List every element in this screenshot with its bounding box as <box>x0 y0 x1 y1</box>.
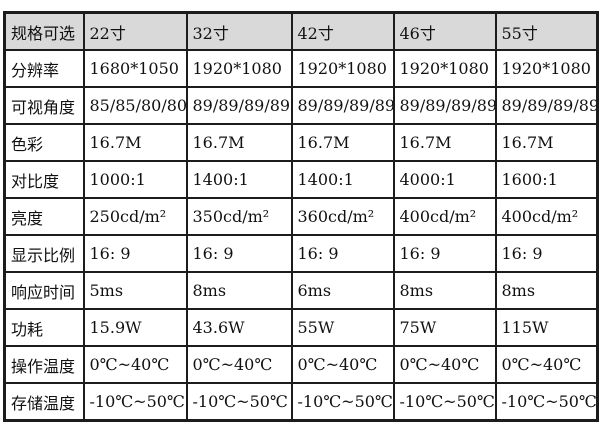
value-cell: 15.9W <box>82 308 188 347</box>
row-label-power: 功耗 <box>3 308 85 347</box>
value-cell: 16.7M <box>185 123 293 162</box>
value-cell: 75W <box>392 308 497 347</box>
value-cell: 1400:1 <box>290 160 395 199</box>
value-cell: 350cd/m² <box>185 197 293 236</box>
size-header-cell: 55寸 <box>494 11 599 51</box>
value-cell: 89/89/89/89 <box>494 86 599 125</box>
value-cell: -10℃~50℃ <box>290 382 395 422</box>
value-cell: 400cd/m² <box>392 197 497 236</box>
value-cell: 89/89/89/89 <box>290 86 395 125</box>
value-cell: 6ms <box>290 271 395 310</box>
value-cell: 1680*1050 <box>82 49 188 88</box>
value-cell: 0℃~40℃ <box>82 345 188 384</box>
value-cell: 89/89/89/89 <box>392 86 497 125</box>
value-cell: 89/89/89/89 <box>185 86 293 125</box>
value-cell: -10℃~50℃ <box>185 382 293 422</box>
row-label-color: 色彩 <box>3 123 85 162</box>
table-row-brightness: 亮度 250cd/m² 350cd/m² 360cd/m² 400cd/m² 4… <box>3 197 599 236</box>
table-row-resolution: 分辨率 1680*1050 1920*1080 1920*1080 1920*1… <box>3 49 599 88</box>
value-cell: 1920*1080 <box>185 49 293 88</box>
value-cell: 4000:1 <box>392 160 497 199</box>
row-label-storage-temp: 存储温度 <box>3 382 85 422</box>
value-cell: -10℃~50℃ <box>494 382 599 422</box>
value-cell: 0℃~40℃ <box>494 345 599 384</box>
value-cell: 55W <box>290 308 395 347</box>
table-row-aspect-ratio: 显示比例 16: 9 16: 9 16: 9 16: 9 16: 9 <box>3 234 599 273</box>
product-spec-table: 规格可选 22寸 32寸 42寸 46寸 55寸 分辨率 1680*1050 1… <box>3 11 599 422</box>
value-cell: 115W <box>494 308 599 347</box>
value-cell: 1920*1080 <box>290 49 395 88</box>
size-header-cell: 46寸 <box>392 11 497 51</box>
value-cell: 0℃~40℃ <box>185 345 293 384</box>
row-label-brightness: 亮度 <box>3 197 85 236</box>
table-row-operating-temp: 操作温度 0℃~40℃ 0℃~40℃ 0℃~40℃ 0℃~40℃ 0℃~40℃ <box>3 345 599 384</box>
value-cell: 16: 9 <box>392 234 497 273</box>
value-cell: 250cd/m² <box>82 197 188 236</box>
value-cell: 1400:1 <box>185 160 293 199</box>
value-cell: 16: 9 <box>82 234 188 273</box>
value-cell: 1920*1080 <box>494 49 599 88</box>
table-row-viewing-angle: 可视角度 85/85/80/80 89/89/89/89 89/89/89/89… <box>3 86 599 125</box>
value-cell: 1000:1 <box>82 160 188 199</box>
table-row-storage-temp: 存储温度 -10℃~50℃ -10℃~50℃ -10℃~50℃ -10℃~50℃… <box>3 382 599 422</box>
value-cell: 400cd/m² <box>494 197 599 236</box>
value-cell: 16.7M <box>290 123 395 162</box>
value-cell: 43.6W <box>185 308 293 347</box>
value-cell: -10℃~50℃ <box>392 382 497 422</box>
value-cell: 5ms <box>82 271 188 310</box>
row-label-response-time: 响应时间 <box>3 271 85 310</box>
value-cell: 16: 9 <box>494 234 599 273</box>
size-header-cell: 22寸 <box>82 11 188 51</box>
value-cell: 1600:1 <box>494 160 599 199</box>
size-header-cell: 32寸 <box>185 11 293 51</box>
table-header-row: 规格可选 22寸 32寸 42寸 46寸 55寸 <box>3 11 599 51</box>
table-row-contrast: 对比度 1000:1 1400:1 1400:1 4000:1 1600:1 <box>3 160 599 199</box>
value-cell: 16: 9 <box>290 234 395 273</box>
row-label-aspect-ratio: 显示比例 <box>3 234 85 273</box>
row-label-resolution: 分辨率 <box>3 49 85 88</box>
table-row-response-time: 响应时间 5ms 8ms 6ms 8ms 8ms <box>3 271 599 310</box>
value-cell: 16.7M <box>392 123 497 162</box>
value-cell: -10℃~50℃ <box>82 382 188 422</box>
value-cell: 360cd/m² <box>290 197 395 236</box>
size-header-cell: 42寸 <box>290 11 395 51</box>
value-cell: 1920*1080 <box>392 49 497 88</box>
value-cell: 8ms <box>392 271 497 310</box>
row-label-viewing-angle: 可视角度 <box>3 86 85 125</box>
value-cell: 16.7M <box>494 123 599 162</box>
value-cell: 85/85/80/80 <box>82 86 188 125</box>
value-cell: 16.7M <box>82 123 188 162</box>
value-cell: 0℃~40℃ <box>290 345 395 384</box>
table-row-power: 功耗 15.9W 43.6W 55W 75W 115W <box>3 308 599 347</box>
value-cell: 16: 9 <box>185 234 293 273</box>
value-cell: 8ms <box>494 271 599 310</box>
row-label-spec-options: 规格可选 <box>3 11 85 51</box>
table-row-color: 色彩 16.7M 16.7M 16.7M 16.7M 16.7M <box>3 123 599 162</box>
value-cell: 8ms <box>185 271 293 310</box>
row-label-operating-temp: 操作温度 <box>3 345 85 384</box>
row-label-contrast: 对比度 <box>3 160 85 199</box>
value-cell: 0℃~40℃ <box>392 345 497 384</box>
